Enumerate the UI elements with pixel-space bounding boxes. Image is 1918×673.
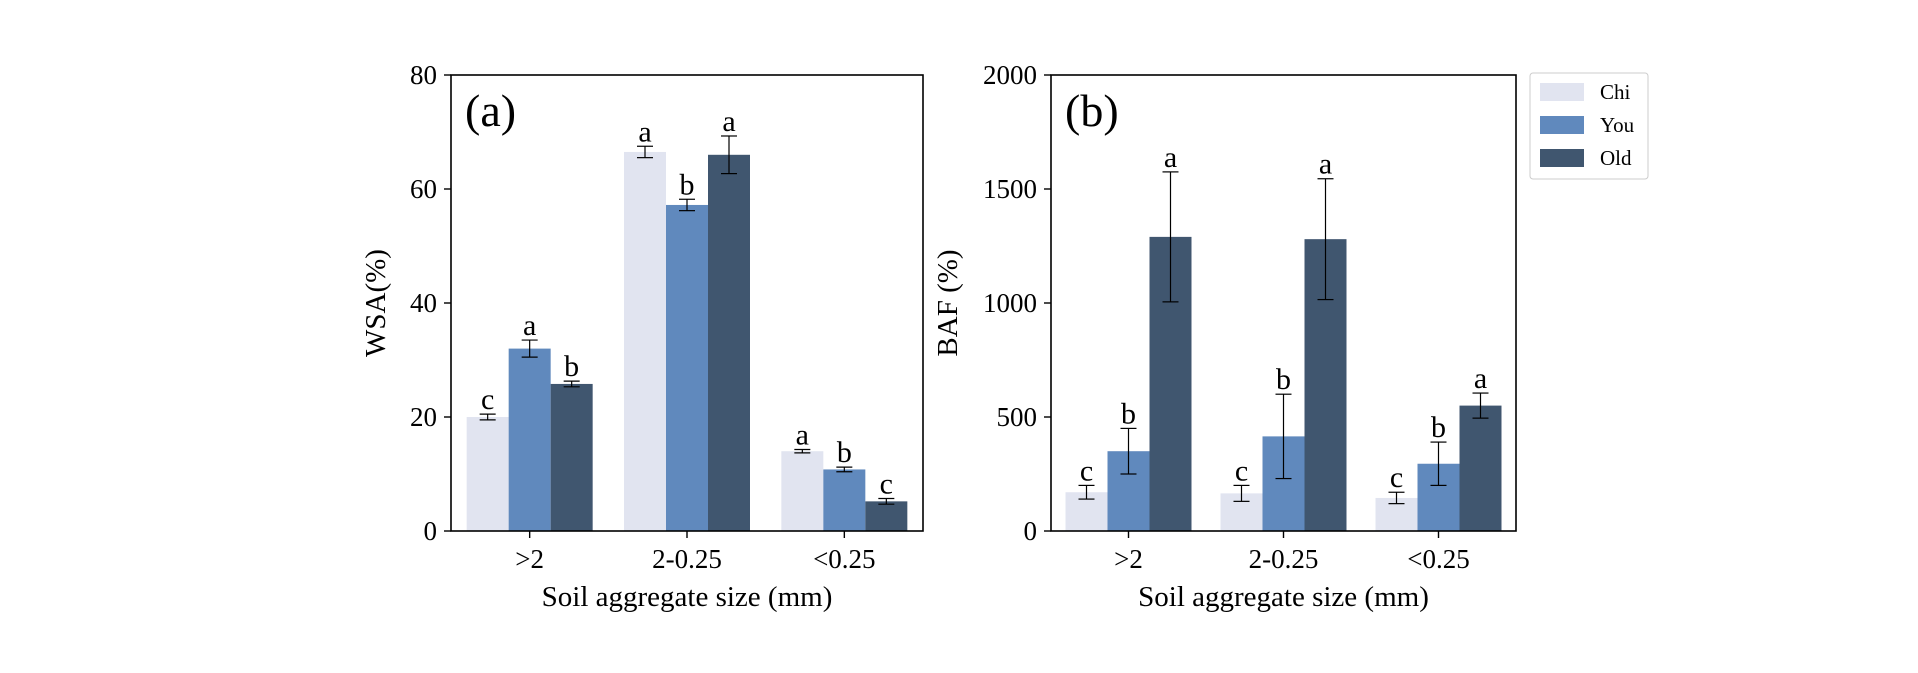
legend-swatch-you bbox=[1540, 116, 1584, 134]
significance-letter-old-gt2: a bbox=[1164, 141, 1177, 174]
significance-letter-chi-2-0-25: a bbox=[638, 115, 651, 148]
x-tick-label-gt2: >2 bbox=[1114, 544, 1143, 574]
x-axis-label: Soil aggregate size (mm) bbox=[542, 581, 833, 613]
significance-letter-old-2-0-25: a bbox=[1319, 148, 1332, 181]
significance-letter-chi-gt2: c bbox=[1080, 454, 1093, 487]
significance-letter-chi-gt2: c bbox=[481, 383, 494, 416]
y-tick-label-1000: 1000 bbox=[983, 288, 1037, 318]
significance-letter-you-2-0-25: b bbox=[680, 168, 695, 201]
bar-old-lt0-25 bbox=[1459, 405, 1502, 531]
x-tick-label-2-0-25: 2-0.25 bbox=[1249, 544, 1319, 574]
legend-entry-chi: Chi bbox=[1540, 80, 1631, 104]
panel-label: (b) bbox=[1065, 85, 1119, 136]
significance-letter-chi-lt0-25: a bbox=[796, 418, 809, 451]
x-tick-label-lt0-25: <0.25 bbox=[1407, 544, 1469, 574]
y-tick-label-500: 500 bbox=[997, 402, 1038, 432]
bar-old-lt0-25 bbox=[865, 501, 908, 531]
bar-you-2-0-25 bbox=[666, 204, 708, 531]
significance-letter-you-lt0-25: b bbox=[1431, 411, 1446, 444]
x-tick-label-2-0-25: 2-0.25 bbox=[652, 544, 722, 574]
significance-letter-chi-2-0-25: c bbox=[1235, 454, 1248, 487]
legend-entry-you: You bbox=[1540, 113, 1635, 137]
significance-letter-you-2-0-25: b bbox=[1276, 363, 1291, 396]
y-tick-label-40: 40 bbox=[410, 288, 437, 318]
legend: Chi You Old bbox=[1529, 72, 1649, 180]
significance-letter-you-gt2: b bbox=[1121, 397, 1136, 430]
bar-old-gt2 bbox=[550, 383, 593, 531]
significance-letter-you-lt0-25: b bbox=[837, 436, 852, 469]
y-tick-label-2000: 2000 bbox=[983, 60, 1037, 90]
significance-letter-old-2-0-25: a bbox=[722, 105, 735, 138]
x-tick-label-gt2: >2 bbox=[515, 544, 544, 574]
significance-letter-chi-lt0-25: c bbox=[1390, 461, 1403, 494]
bar-old-2-0-25 bbox=[708, 154, 750, 532]
bar-you-gt2 bbox=[508, 348, 551, 531]
y-tick-label-1500: 1500 bbox=[983, 174, 1037, 204]
y-tick-label-80: 80 bbox=[410, 60, 437, 90]
y-tick-label-60: 60 bbox=[410, 174, 437, 204]
significance-letter-old-lt0-25: c bbox=[880, 468, 893, 501]
y-axis-label: BAF (%) bbox=[932, 249, 964, 356]
legend-label-old: Old bbox=[1600, 146, 1632, 170]
significance-letter-old-lt0-25: a bbox=[1474, 362, 1487, 395]
y-tick-label-0: 0 bbox=[424, 516, 438, 546]
legend-swatch-old bbox=[1540, 149, 1584, 167]
legend-label-chi: Chi bbox=[1600, 80, 1631, 104]
panel-label: (a) bbox=[465, 85, 516, 136]
bar-chi-gt2 bbox=[466, 417, 509, 531]
x-axis-label: Soil aggregate size (mm) bbox=[1138, 581, 1429, 613]
bar-chi-lt0-25 bbox=[781, 451, 824, 531]
legend-swatch-chi bbox=[1540, 83, 1584, 101]
bar-chi-2-0-25 bbox=[624, 151, 666, 531]
y-tick-label-20: 20 bbox=[410, 402, 437, 432]
y-tick-label-0: 0 bbox=[1024, 516, 1038, 546]
y-axis-label: WSA(%) bbox=[360, 249, 392, 357]
bar-you-lt0-25 bbox=[823, 469, 866, 531]
significance-letter-old-gt2: b bbox=[564, 350, 579, 383]
x-tick-label-lt0-25: <0.25 bbox=[813, 544, 875, 574]
legend-entry-old: Old bbox=[1540, 146, 1632, 170]
significance-letter-you-gt2: a bbox=[523, 309, 536, 342]
legend-label-you: You bbox=[1600, 113, 1635, 137]
